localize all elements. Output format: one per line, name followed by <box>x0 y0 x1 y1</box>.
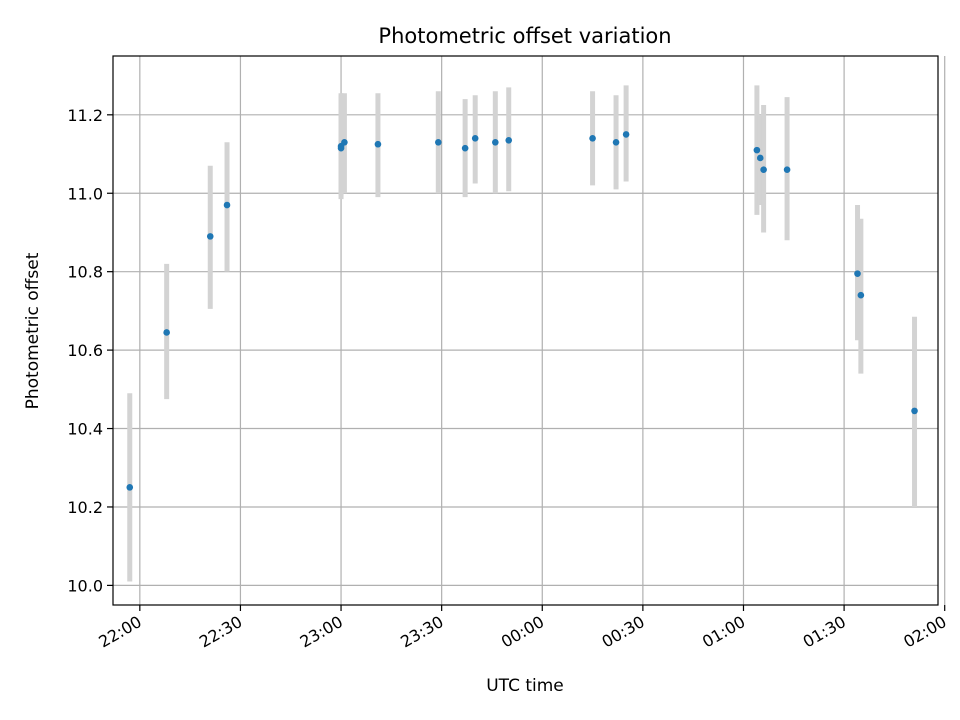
data-point <box>471 135 479 142</box>
data-point <box>756 154 764 162</box>
x-tick-label: 22:00 <box>95 612 144 652</box>
x-tick-label: 02:00 <box>900 612 949 652</box>
data-point <box>492 138 499 146</box>
data-point <box>223 201 231 209</box>
data-point <box>341 138 348 146</box>
data-point <box>612 138 620 146</box>
x-tick-label: 23:30 <box>397 612 446 652</box>
x-tick-label: 00:30 <box>598 612 647 652</box>
data-points <box>126 131 918 491</box>
y-axis-label: Photometric offset <box>23 252 43 409</box>
data-point <box>622 131 630 138</box>
data-point <box>753 146 761 154</box>
chart-title: Photometric offset variation <box>378 24 671 48</box>
data-point <box>911 407 918 415</box>
y-tick-label: 10.8 <box>67 263 103 282</box>
data-point <box>854 270 861 277</box>
data-point <box>126 484 134 491</box>
x-tick-label: 01:30 <box>800 612 849 652</box>
data-point <box>374 140 382 148</box>
data-point <box>783 166 791 174</box>
data-point <box>589 135 596 142</box>
data-point <box>163 329 170 336</box>
y-tick-label: 11.2 <box>67 106 103 125</box>
data-point <box>435 138 442 146</box>
data-point <box>505 137 513 144</box>
y-tick-label: 11.0 <box>67 184 103 203</box>
y-tick-label: 10.6 <box>67 341 103 360</box>
y-tick-label: 10.4 <box>67 420 103 439</box>
x-tick-label: 00:00 <box>498 612 547 652</box>
data-point <box>760 166 767 174</box>
data-point <box>461 144 469 152</box>
plot-frame <box>112 55 939 606</box>
x-tick-label: 22:30 <box>196 612 245 652</box>
y-axis-ticks: 10.0 10.2 10.4 10.6 10.8 11.0 11.2 <box>67 106 113 595</box>
x-axis-ticks: 22:00 22:30 23:00 23:30 00:00 00:30 01:00 01:30… <box>95 605 950 652</box>
y-tick-label: 10.0 <box>67 576 103 595</box>
y-tick-label: 10.2 <box>67 498 103 517</box>
x-tick-label: 01:00 <box>699 612 748 652</box>
data-point <box>857 291 865 299</box>
data-point <box>206 233 214 240</box>
x-tick-label: 23:00 <box>297 612 346 652</box>
x-axis-label: UTC time <box>486 676 564 696</box>
grid <box>113 56 946 605</box>
